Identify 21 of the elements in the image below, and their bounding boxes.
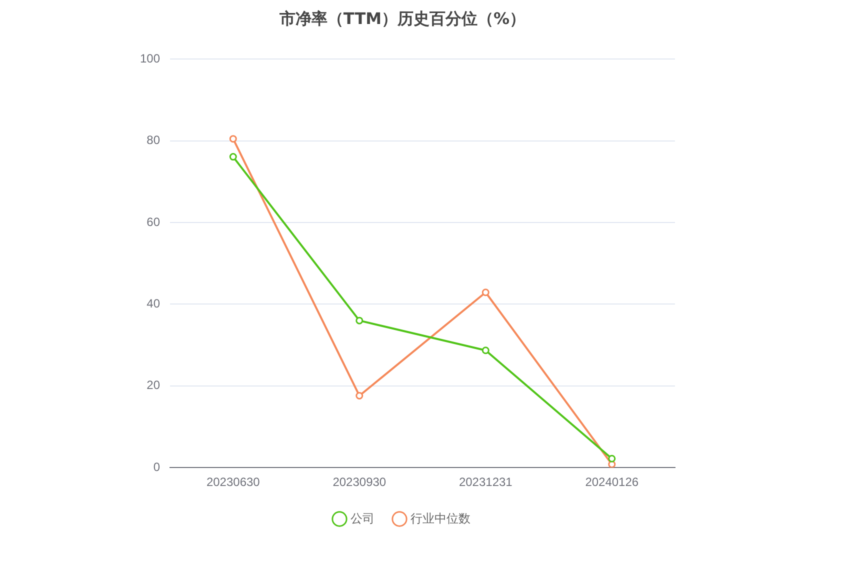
x-tick-label: 20240126 [585,475,639,490]
legend-label: 行业中位数 [410,511,470,526]
y-tick-label: 40 [146,296,160,311]
point [229,135,237,143]
point [608,460,616,468]
point [608,454,616,462]
x-tick-label: 20231231 [458,475,513,490]
point [356,316,364,324]
point [482,288,490,296]
chart-title: 市净率（TTM）历史百分位（%） [278,8,526,28]
x-tick-label: 20230630 [206,475,260,490]
y-tick-label: 60 [146,214,160,229]
y-tick-label: 20 [146,378,160,392]
point [482,346,490,354]
legend-label: 公司 [350,511,374,526]
y-tick-label: 80 [146,133,160,148]
y-tick-label: 0 [153,460,160,474]
point [356,392,364,400]
x-tick-label: 20230930 [332,475,386,490]
point [229,153,237,161]
y-tick-label: 100 [140,52,160,66]
